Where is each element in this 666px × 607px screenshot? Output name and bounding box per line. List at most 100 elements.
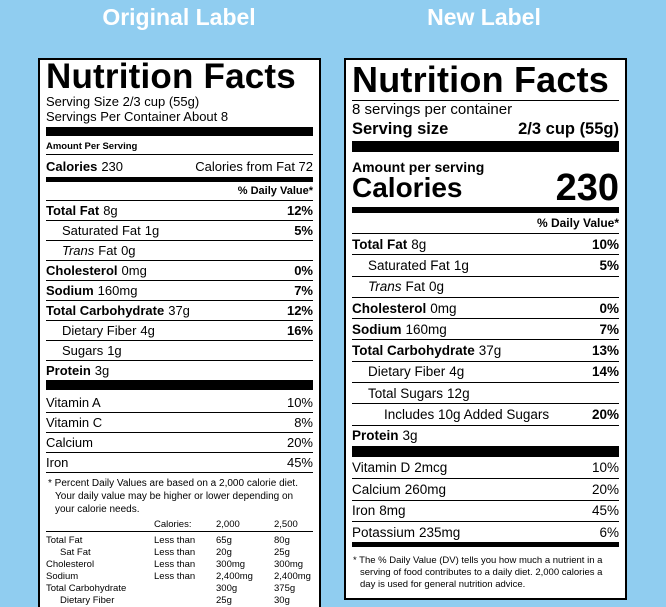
nutrient-name: Dietary Fiber	[62, 323, 137, 338]
dv-table-cell	[154, 595, 216, 607]
dv-table-cell: Sodium	[46, 571, 79, 582]
nutrient: Sodium 160mg	[46, 283, 137, 298]
serving-size: Serving Size 2/3 cup (55g)	[46, 94, 200, 109]
nutrient-amount: 3g	[94, 363, 110, 378]
nutrient-amount: 1g	[107, 343, 122, 358]
serving-size-label: Serving size	[352, 119, 449, 138]
nutrient-amount: 37g	[478, 343, 502, 359]
amount-per-serving: Amount Per Serving	[46, 140, 313, 155]
dv-table-header-cell: 2,000	[216, 516, 274, 532]
nutrient: Total Carbohydrate 37g	[46, 303, 190, 318]
nutrient-name: Protein	[46, 363, 91, 378]
nutrient: Dietary Fiber 4g	[62, 323, 155, 338]
nutrient: Includes 10g Added Sugars	[384, 407, 549, 422]
nutrient-row: Total Carbohydrate 37g 13%	[352, 339, 619, 360]
nutrient-row: Total Carbohydrate 37g 12%	[46, 300, 313, 320]
nutrient: Trans Fat 0g	[62, 243, 136, 258]
nutrient-amount: 160mg	[405, 321, 447, 337]
dv-table-cell: 25g	[274, 547, 290, 558]
dv-table-cell: Total Carbohydrate	[46, 583, 127, 594]
nutrient-name: Fat	[405, 279, 426, 295]
divider	[46, 472, 313, 473]
nutrient: Total Fat 8g	[352, 237, 426, 252]
nutrient-row: Saturated Fat 1g 5%	[352, 254, 619, 275]
nutrient-name: Potassium	[352, 524, 416, 540]
nutrient-row: Iron 45%	[46, 452, 313, 472]
daily-value: 8%	[294, 415, 313, 430]
serving-size: 2/3 cup (55g)	[518, 119, 619, 138]
calories-value: 230	[555, 166, 619, 209]
calories-label: Calories	[46, 158, 98, 174]
daily-value: 14%	[591, 364, 619, 380]
calories-row: Calories 230 Calories from Fat 72	[46, 155, 313, 177]
daily-value: 45%	[591, 503, 619, 519]
nutrient-amount: 1g	[144, 223, 160, 238]
nutrient-amount: 0mg	[121, 263, 147, 278]
dv-table-cell: Cholesterol	[46, 559, 95, 570]
nutrient-name: Vitamin D	[352, 460, 411, 476]
nutrient-italic: Trans	[368, 279, 402, 295]
label-title: Nutrition Facts	[46, 58, 296, 96]
dv-table-cell: 2,400mg	[216, 571, 253, 582]
nutrient: Calcium	[46, 435, 93, 450]
daily-value: 10%	[591, 236, 619, 252]
nutrient-row: Potassium 235mg 6%	[352, 520, 619, 542]
nutrient-name: Saturated Fat	[368, 257, 450, 273]
nutrient-row: Sugars 1g	[46, 340, 313, 360]
vitamins: Vitamin D 2mcg 10% Calcium 260mg 20% Iron 8mg 45…	[352, 457, 619, 542]
nutrient-name: Calcium	[352, 481, 401, 497]
nutrient-row: Calcium 20%	[46, 432, 313, 452]
nutrient-row: Vitamin C 8%	[46, 412, 313, 432]
nutrient-name: Cholesterol	[46, 263, 118, 278]
dv-table-cell: 300mg	[216, 559, 246, 570]
nutrient-name: Calcium	[46, 435, 93, 450]
servings: Servings Per Container About 8	[46, 109, 229, 124]
dv-table-row: Dietary Fiber 25g 30g	[46, 595, 313, 607]
nutrient-name: Iron	[352, 503, 376, 519]
nutrient-row: Dietary Fiber 4g 16%	[46, 320, 313, 340]
dv-table-cell: Total Fat	[46, 535, 83, 546]
nutrient: Dietary Fiber 4g	[368, 364, 464, 379]
dv-table-header-cell: 2,500	[274, 516, 313, 532]
nutrient-row: Cholesterol 0mg 0%	[352, 296, 619, 318]
nutrient-name: Sodium	[352, 321, 402, 337]
nutrients: Total Fat 8g 12% Saturated Fat 1g 5% Trans Fat 0…	[46, 200, 313, 380]
dv-table-cell	[46, 516, 154, 532]
dv-table-cell: Sat Fat	[60, 547, 91, 558]
new-header: New Label	[427, 4, 541, 30]
dv-table-cell: 65g	[216, 535, 232, 546]
daily-value: 5%	[294, 223, 313, 238]
nutrient-amount: 160mg	[97, 283, 138, 298]
nutrient-name: Total Carbohydrate	[46, 303, 165, 318]
calories-label: Calories	[352, 172, 463, 203]
dv-table-cell: 2,400mg	[274, 571, 311, 582]
dv-table-cell: 375g	[274, 583, 296, 594]
nutrient-row: Sodium 160mg 7%	[46, 280, 313, 300]
thick-bar	[352, 445, 619, 457]
nutrient-name: Sodium	[46, 283, 94, 298]
nutrient: Saturated Fat 1g	[62, 223, 159, 238]
dv-table-row: Total Fat Less than 65g 80g	[46, 532, 313, 548]
nutrients: Total Fat 8g 10% Saturated Fat 1g 5% Trans Fat 0…	[352, 233, 619, 446]
daily-value: 20%	[591, 407, 619, 423]
dv-header: % Daily Value*	[536, 216, 619, 230]
nutrient: Vitamin D 2mcg	[352, 460, 447, 475]
nutrient-amount: 235mg	[419, 524, 461, 540]
nutrient-row: Total Fat 8g 12%	[46, 200, 313, 220]
daily-value: 12%	[286, 203, 313, 218]
dv-table-cell: 20g	[216, 547, 232, 558]
dv-table-cell	[154, 583, 216, 595]
nutrient-name: Vitamin A	[46, 394, 101, 410]
dv-header: % Daily Value*	[237, 185, 313, 197]
dv-table-cell: 30g	[274, 595, 290, 606]
footnote: * Percent Daily Values are based on a 2,…	[48, 478, 298, 515]
nutrient-amount: 0g	[429, 279, 445, 295]
original-label: Nutrition Facts Serving Size 2/3 cup (55…	[38, 58, 321, 607]
nutrient-amount: 0mg	[430, 300, 457, 316]
dv-table-row: Cholesterol Less than 300mg 300mg	[46, 559, 313, 571]
daily-value: 20%	[286, 435, 313, 450]
nutrient: Cholesterol 0mg	[352, 301, 457, 316]
nutrient-name: Total Fat	[46, 203, 100, 218]
nutrient-italic: Trans	[62, 243, 95, 258]
original-header: Original Label	[102, 4, 256, 30]
